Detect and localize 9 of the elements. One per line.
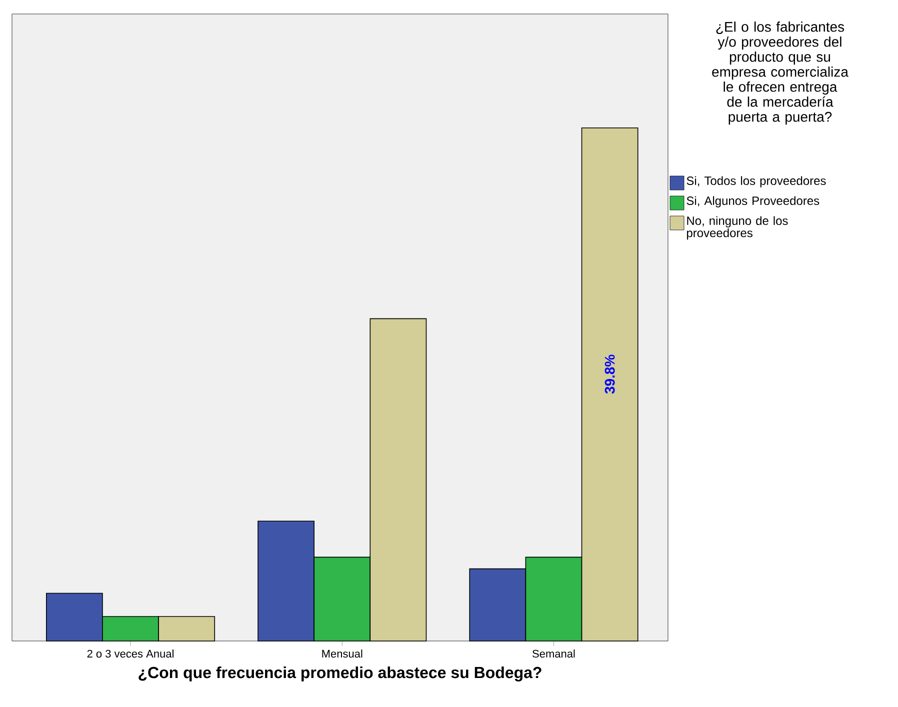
x-axis-title: ¿Con que frecuencia promedio abastece su Bodega? [138,666,542,682]
x-tick-label: 2 o 3 veces Anual [87,650,174,658]
legend-label: Si, Todos los proveedores [686,176,826,188]
legend-label: Si, Algunos Proveedores [686,196,820,208]
data-label: 39.8% [604,354,615,394]
x-tick-label: Semanal [532,650,575,658]
legend-label: No, ninguno de los proveedores [686,216,788,240]
legend-title: ¿El o los fabricantes y/o proveedores del producto que su empresa comercializa le ofrecen entrega de la mercadería puerta a puerta? [712,22,848,125]
x-tick-label: Mensual [322,650,362,658]
